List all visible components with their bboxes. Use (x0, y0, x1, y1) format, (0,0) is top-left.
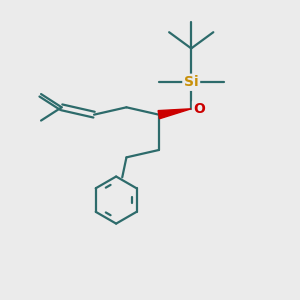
Text: Si: Si (184, 75, 199, 89)
Text: O: O (194, 102, 206, 116)
Polygon shape (158, 109, 191, 119)
